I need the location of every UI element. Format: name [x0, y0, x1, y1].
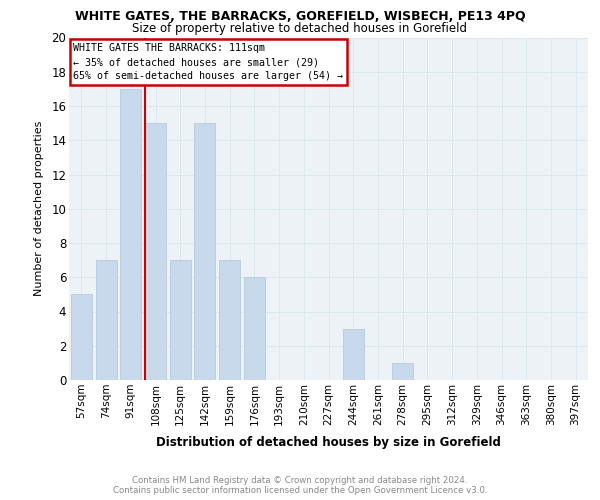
X-axis label: Distribution of detached houses by size in Gorefield: Distribution of detached houses by size …: [156, 436, 501, 449]
Bar: [95, 260, 116, 380]
Bar: [194, 123, 215, 380]
Text: WHITE GATES THE BARRACKS: 111sqm
← 35% of detached houses are smaller (29)
65% o: WHITE GATES THE BARRACKS: 111sqm ← 35% o…: [73, 42, 343, 82]
Bar: [392, 363, 413, 380]
Bar: [170, 260, 191, 380]
Bar: [145, 123, 166, 380]
Text: Contains public sector information licensed under the Open Government Licence v3: Contains public sector information licen…: [113, 486, 487, 495]
Text: Size of property relative to detached houses in Gorefield: Size of property relative to detached ho…: [133, 22, 467, 35]
Bar: [219, 260, 240, 380]
Bar: [120, 89, 141, 380]
Text: Contains HM Land Registry data © Crown copyright and database right 2024.: Contains HM Land Registry data © Crown c…: [132, 476, 468, 485]
Bar: [343, 328, 364, 380]
Y-axis label: Number of detached properties: Number of detached properties: [34, 121, 44, 296]
Text: WHITE GATES, THE BARRACKS, GOREFIELD, WISBECH, PE13 4PQ: WHITE GATES, THE BARRACKS, GOREFIELD, WI…: [74, 10, 526, 23]
Bar: [71, 294, 92, 380]
Bar: [244, 277, 265, 380]
